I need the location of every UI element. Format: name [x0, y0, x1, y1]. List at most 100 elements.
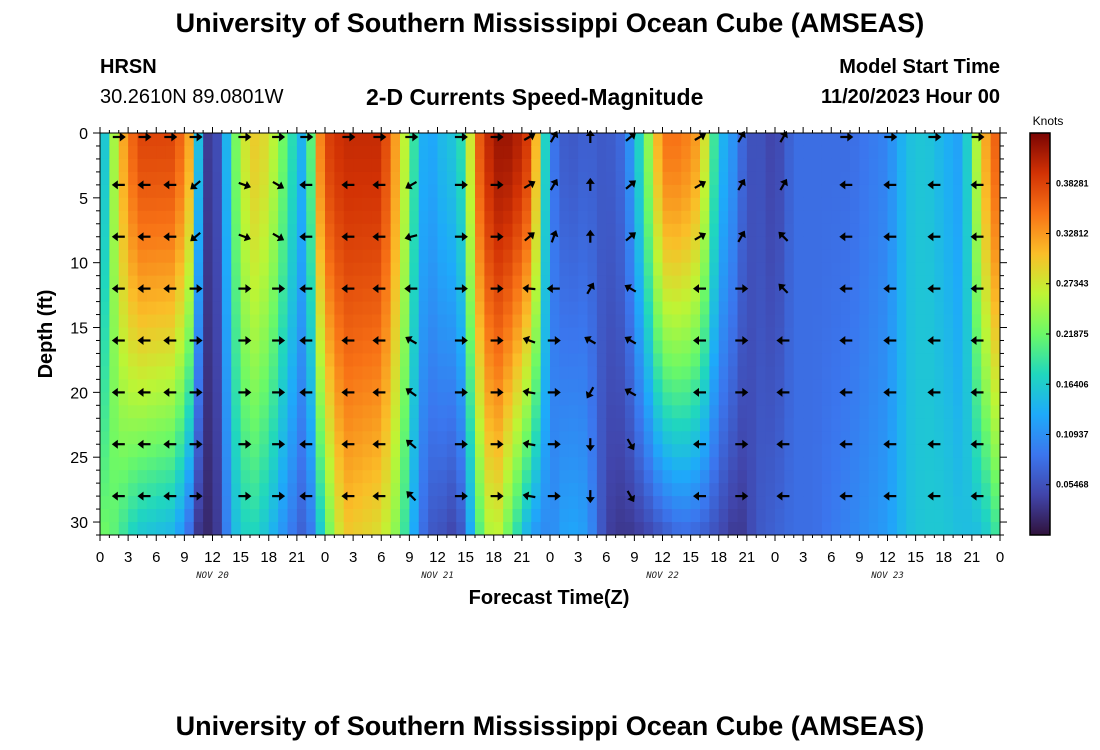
heatmap-cell: [737, 223, 748, 238]
vector-arrow: [299, 439, 313, 449]
heatmap-cell: [831, 262, 842, 277]
arrow-head: [970, 439, 977, 449]
heatmap-cell: [746, 262, 757, 277]
arrow-head: [404, 232, 412, 242]
heatmap-cell: [709, 184, 720, 199]
heatmap-cell: [878, 197, 889, 212]
heatmap-cell: [793, 197, 804, 212]
heatmap-cell: [484, 314, 495, 329]
arrow-head: [372, 491, 379, 501]
heatmap-cell: [925, 327, 935, 342]
heatmap-cell: [250, 457, 260, 471]
heatmap-cell: [306, 184, 317, 199]
heatmap-cell: [896, 483, 907, 497]
heatmap-cell: [203, 210, 214, 225]
heatmap-cell: [906, 340, 917, 355]
heatmap-cell: [625, 184, 635, 199]
heatmap-cell: [878, 431, 889, 445]
heatmap-cell: [203, 314, 214, 329]
heatmap-cell: [315, 262, 326, 277]
heatmap-cell: [428, 184, 439, 199]
heatmap-cell: [662, 379, 673, 393]
heatmap-cell: [287, 133, 298, 147]
x-tick-label: 0: [996, 549, 1004, 566]
heatmap-cell: [868, 366, 879, 380]
heatmap-cell: [550, 509, 560, 523]
heatmap-cell: [662, 392, 673, 406]
vector-arrow: [341, 180, 355, 190]
heatmap-cell: [287, 288, 298, 303]
arrow-head: [927, 439, 934, 449]
heatmap-cell: [100, 249, 110, 264]
arrow-head: [111, 439, 118, 449]
heatmap-cell: [259, 366, 270, 380]
heatmap-cell: [400, 249, 410, 264]
heatmap-cell: [653, 509, 664, 523]
heatmap-cell: [203, 392, 214, 406]
vector-arrow: [341, 336, 355, 345]
heatmap-cell: [587, 496, 598, 510]
heatmap-cell: [943, 210, 954, 225]
heatmap-cell: [437, 366, 448, 380]
heatmap-cell: [315, 171, 326, 186]
x-tick-label: 18: [935, 549, 952, 566]
heatmap-cell: [840, 133, 851, 147]
arrow-head: [111, 387, 118, 397]
heatmap-cell: [296, 457, 307, 471]
heatmap-cell: [662, 444, 673, 458]
heatmap-cell: [962, 509, 973, 523]
heatmap-cell: [503, 483, 514, 497]
heatmap-cell: [887, 249, 898, 264]
heatmap-cell: [250, 366, 260, 380]
heatmap-cell: [118, 184, 129, 199]
heatmap-cell: [475, 509, 485, 523]
heatmap-cell: [475, 470, 485, 484]
vector-arrow: [189, 387, 203, 397]
heatmap-cell: [250, 418, 260, 432]
heatmap-cell: [409, 288, 420, 303]
heatmap-cell: [203, 262, 214, 277]
heatmap-cell: [700, 223, 710, 238]
heatmap-cell: [503, 470, 514, 484]
heatmap-cell: [606, 171, 617, 186]
heatmap-cell: [400, 327, 410, 342]
heatmap-cell: [259, 145, 270, 160]
heatmap-cell: [493, 249, 504, 264]
heatmap-cell: [550, 288, 560, 303]
heatmap-cell: [550, 327, 560, 342]
heatmap-cell: [934, 405, 945, 419]
heatmap-cell: [428, 496, 439, 510]
heatmap-cell: [475, 392, 485, 406]
heatmap-cell: [240, 301, 251, 316]
heatmap-cell: [934, 262, 945, 277]
heatmap-cell: [700, 431, 710, 445]
heatmap-cell: [934, 353, 945, 368]
heatmap-cell: [700, 275, 710, 290]
heatmap-cell: [634, 262, 645, 277]
arrow-head: [111, 232, 118, 242]
heatmap-cell: [606, 405, 617, 419]
heatmap-cell: [784, 327, 795, 342]
heatmap-cell: [296, 171, 307, 186]
heatmap-cell: [531, 171, 542, 186]
heatmap-cell: [625, 444, 635, 458]
heatmap-cell: [184, 133, 195, 147]
heatmap-cell: [175, 431, 185, 445]
heatmap-cell: [353, 184, 364, 199]
arrow-head: [776, 491, 783, 501]
heatmap-cell: [325, 158, 335, 173]
heatmap-cell: [887, 418, 898, 432]
heatmap-cell: [465, 470, 476, 484]
y-tick-label: 15: [70, 321, 88, 338]
heatmap-cell: [128, 249, 139, 264]
arrow-head: [137, 336, 144, 345]
heatmap-cell: [362, 327, 373, 342]
heatmap-cell: [212, 366, 223, 380]
heatmap-cell: [315, 288, 326, 303]
heatmap-cell: [484, 223, 495, 238]
heatmap-cell: [615, 444, 626, 458]
heatmap-cell: [512, 327, 523, 342]
heatmap-cell: [287, 314, 298, 329]
heatmap-cell: [803, 522, 814, 535]
heatmap-cell: [709, 496, 720, 510]
